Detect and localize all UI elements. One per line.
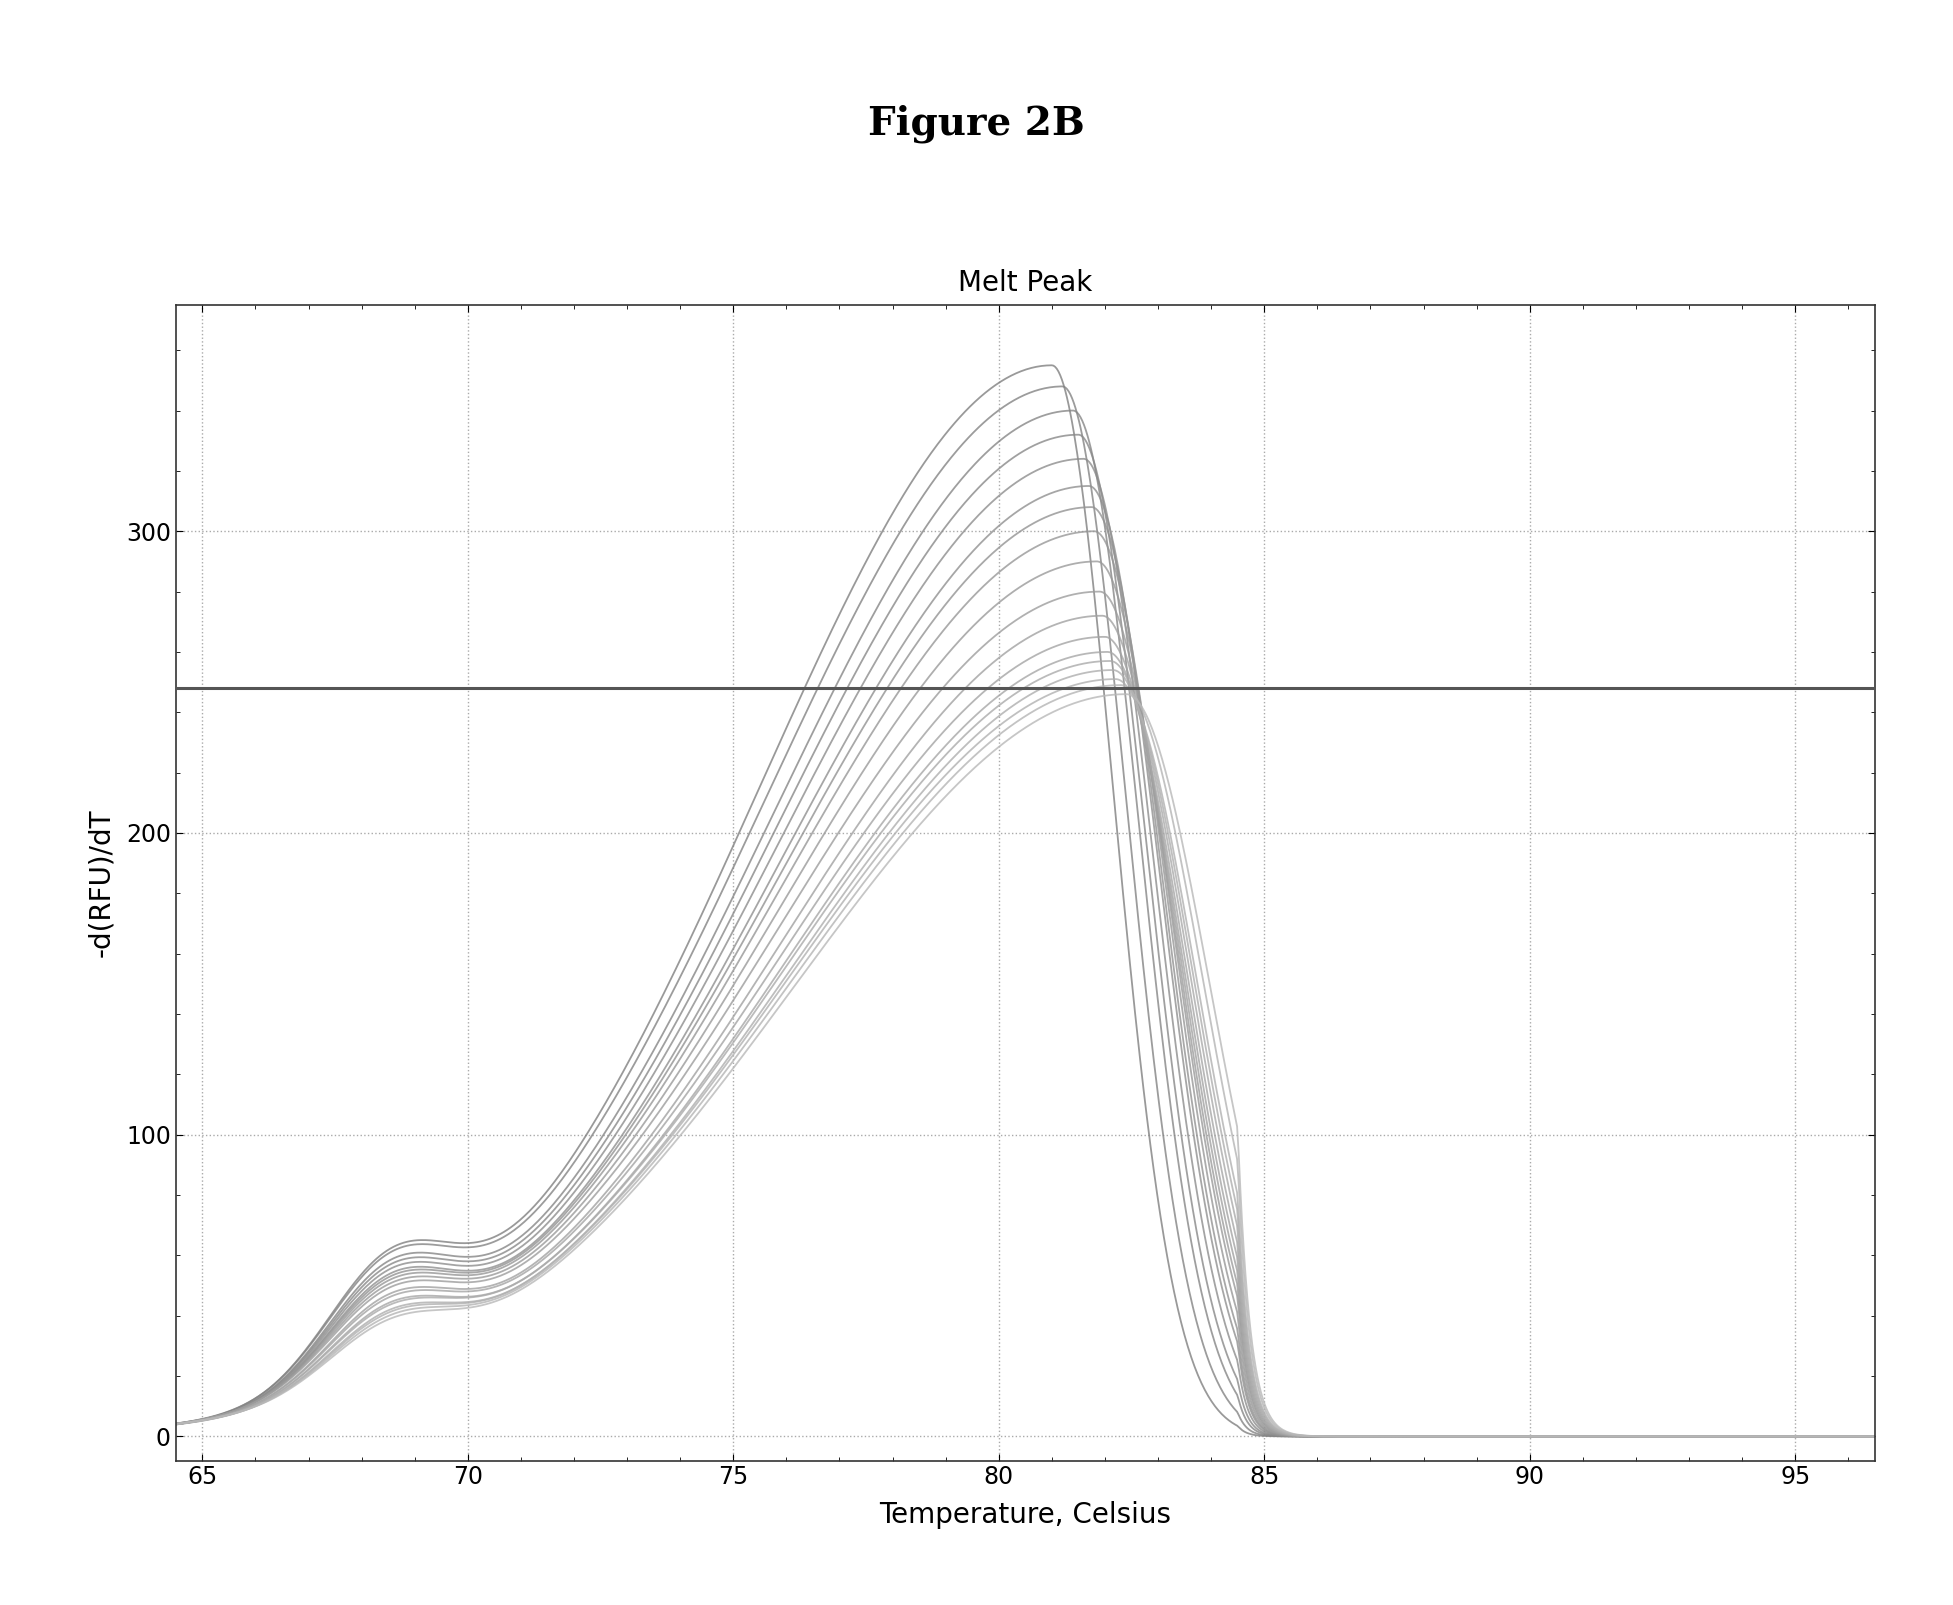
Y-axis label: -d(RFU)/dT: -d(RFU)/dT xyxy=(86,809,115,957)
Text: Figure 2B: Figure 2B xyxy=(869,104,1084,143)
Title: Melt Peak: Melt Peak xyxy=(959,270,1092,297)
X-axis label: Temperature, Celsius: Temperature, Celsius xyxy=(879,1501,1172,1528)
